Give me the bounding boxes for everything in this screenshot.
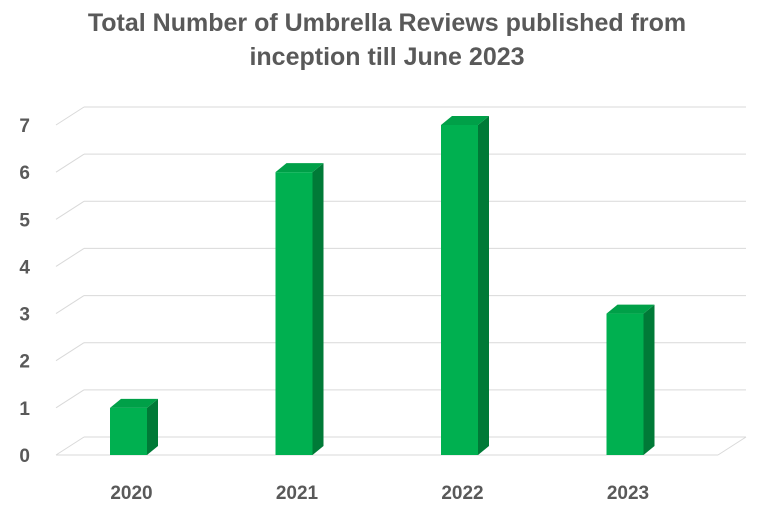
chart-title: Total Number of Umbrella Reviews publish…: [0, 6, 774, 74]
gridline-depth: [55, 106, 85, 126]
x-tick-label: 2022: [441, 483, 483, 504]
x-tick-label: 2021: [276, 483, 319, 504]
bar-top: [275, 163, 324, 173]
chart-title-line-1: Total Number of Umbrella Reviews publish…: [87, 9, 687, 37]
bar-top: [110, 398, 158, 408]
y-tick-label: 0: [19, 446, 30, 467]
y-tick-label: 1: [19, 399, 30, 420]
bar-top: [606, 304, 655, 314]
bar-side: [147, 398, 158, 455]
y-tick-label: 2: [19, 352, 30, 373]
gridline-depth: [55, 389, 85, 409]
y-tick-label: 7: [19, 116, 30, 137]
y-tick-label: 3: [19, 305, 30, 326]
gridline-depth: [55, 436, 85, 456]
gridline-depth: [55, 295, 85, 314]
gridline-depth: [55, 342, 85, 362]
x-tick-label: 2023: [607, 483, 649, 504]
bar: [441, 125, 478, 455]
gridline-depth: [55, 248, 85, 267]
bar: [275, 172, 313, 455]
y-tick-label: 6: [19, 163, 30, 184]
bar: [110, 407, 147, 455]
bar: [606, 313, 644, 455]
x-tick-label: 2020: [110, 483, 152, 504]
gridline-depth: [55, 200, 85, 220]
y-tick-label: 4: [19, 257, 30, 278]
bar-side: [312, 163, 324, 455]
bar-side: [643, 304, 655, 455]
bar-side: [478, 116, 489, 455]
y-tick-label: 5: [19, 210, 30, 231]
bar-top: [441, 116, 489, 125]
gridline-depth: [55, 153, 85, 173]
chart-title-line-2: inception till June 2023: [249, 43, 525, 71]
floor-edge-side: [717, 436, 747, 456]
